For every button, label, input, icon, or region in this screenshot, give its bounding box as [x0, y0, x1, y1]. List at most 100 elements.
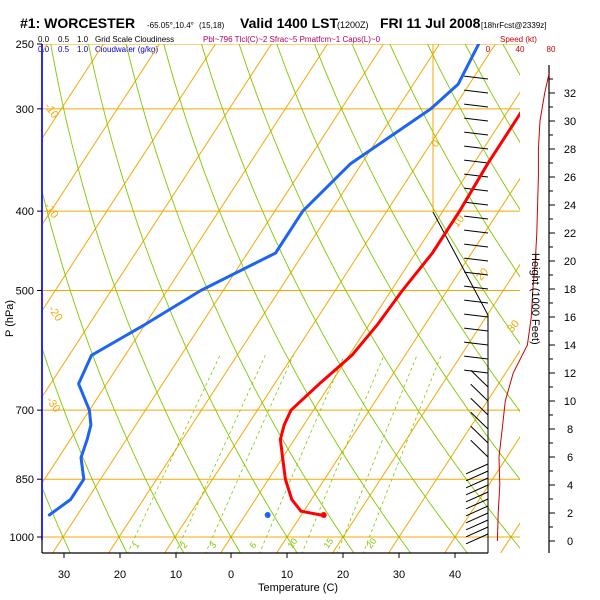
x-tick-label: 30 — [393, 569, 405, 581]
cloudwater-value-2: 1.0 — [77, 45, 89, 54]
valid-time: Valid 1400 LST — [240, 15, 338, 31]
wind-barb — [470, 439, 489, 458]
isotherm-line — [42, 44, 104, 140]
grid-point-text: (15,18) — [199, 21, 225, 30]
height-tick-label: 14 — [564, 340, 576, 352]
wind-barb — [464, 215, 489, 220]
wind-barb — [464, 75, 489, 80]
utc-time: (1200Z) — [337, 20, 369, 30]
height-tick-label: 0 — [567, 536, 573, 548]
dry-adiabat-line — [42, 346, 128, 553]
height-tick-label: 18 — [564, 284, 576, 296]
isotherm-line — [276, 177, 520, 553]
height-tick-label: 6 — [567, 452, 573, 464]
wind-barb — [464, 243, 489, 248]
isotherm-line — [388, 349, 520, 553]
speed-panel-divider — [432, 211, 489, 553]
pressure-tick-label: 250 — [16, 39, 34, 51]
isotherm-label: -20 — [46, 304, 65, 324]
surface-temperature-point — [320, 511, 327, 518]
wind-barb — [465, 470, 489, 482]
pressure-tick-label: 400 — [16, 206, 34, 218]
isotherm-line — [332, 263, 520, 553]
isotherm-line — [444, 436, 520, 553]
wind-barb — [465, 512, 489, 524]
mixing-ratio-label: 15 — [321, 536, 335, 550]
wind-barb — [465, 505, 489, 517]
isotherm-line — [164, 44, 496, 553]
speed-label: Speed (kt) — [500, 35, 537, 44]
wind-barb — [464, 327, 489, 332]
wind-barb — [465, 533, 489, 545]
x-tick-label: 20 — [337, 569, 349, 581]
wind-barb — [464, 299, 489, 304]
x-tick-label: 10 — [170, 569, 182, 581]
speed-tick-label: 40 — [516, 45, 525, 54]
x-tick-label: 10 — [281, 569, 293, 581]
plot-frame — [41, 44, 489, 554]
dry-adiabat-line — [201, 44, 468, 553]
isotherm-line — [42, 44, 216, 312]
x-axis: 30 20 10 0 10 20 30 40 — [58, 553, 461, 581]
surface-dewpoint-point — [264, 511, 271, 518]
height-tick-label: 16 — [564, 312, 576, 324]
isotherm-line — [220, 91, 520, 553]
isotherm-label: -10 — [42, 201, 61, 221]
x-tick-label: 40 — [449, 569, 461, 581]
dry-adiabat-line — [276, 44, 520, 481]
height-tick-label: 12 — [564, 368, 576, 380]
wind-speed-line — [496, 71, 550, 542]
dry-adiabat-line — [238, 44, 520, 549]
wind-speed-panel: 0 40 80 — [486, 45, 556, 542]
wind-barb — [465, 484, 489, 496]
height-tick-label: 10 — [564, 396, 576, 408]
isotherm-line — [52, 44, 384, 553]
y-axis-label: P (hPa) — [4, 300, 16, 337]
dry-adiabat-line — [163, 44, 412, 553]
mixing-ratio-line — [301, 355, 385, 553]
wind-barb — [464, 103, 489, 108]
dry-adiabat-line — [0, 30, 14, 555]
chart-subtitle: Pbl~796 Tlcl(C)~2 Sfrac~5 Pmatfcm~1 Caps… — [203, 35, 381, 44]
mixing-ratio-label: 20 — [364, 536, 378, 550]
wind-barb — [470, 425, 489, 444]
mixing-ratio-label: 1 — [130, 540, 141, 550]
x-tick-label: 20 — [114, 569, 126, 581]
wind-barb — [464, 285, 489, 290]
isotherm-label: 0 — [429, 138, 442, 150]
isotherm-line — [42, 44, 160, 226]
cloudwater-value-1: 0.5 — [58, 45, 70, 54]
dry-adiabat-line — [351, 44, 520, 345]
height-tick-label: 20 — [564, 256, 576, 268]
height-tick-label: 24 — [564, 200, 576, 212]
height-tick-label: 22 — [564, 228, 576, 240]
wind-barb — [464, 117, 489, 122]
wind-barb — [470, 383, 489, 402]
height-tick-label: 2 — [567, 508, 573, 520]
dry-adiabat-line — [125, 44, 355, 553]
wind-barb — [470, 397, 489, 416]
wind-barb — [465, 463, 489, 475]
dry-adiabat-line — [314, 44, 520, 413]
chart-date: FRI 11 Jul 2008 — [380, 15, 481, 31]
wind-barb — [464, 145, 489, 150]
wind-barb — [464, 341, 489, 346]
x-tick-label: 0 — [228, 569, 234, 581]
grid-scale-value-1: 0.5 — [58, 35, 70, 44]
pressure-axis: 250 300 400 500 700 850 1000 — [10, 39, 42, 544]
height-tick-label: 30 — [564, 116, 576, 128]
wind-barb — [465, 526, 489, 538]
height-tick-label: 32 — [564, 88, 576, 100]
wind-barb — [464, 271, 489, 276]
x-tick-label: 30 — [58, 569, 70, 581]
cloudwater-label: Cloudwater (g/kg) — [95, 45, 158, 54]
wind-barb — [464, 201, 489, 206]
grid-scale-label: Grid Scale Cloudiness — [95, 35, 174, 44]
mixing-ratio-label: 3 — [207, 540, 218, 550]
pressure-tick-label: 850 — [16, 474, 34, 486]
forecast-label: [18hrFcst@2339z] — [481, 21, 546, 30]
background-lines — [0, 30, 520, 555]
wind-barb — [464, 369, 489, 374]
